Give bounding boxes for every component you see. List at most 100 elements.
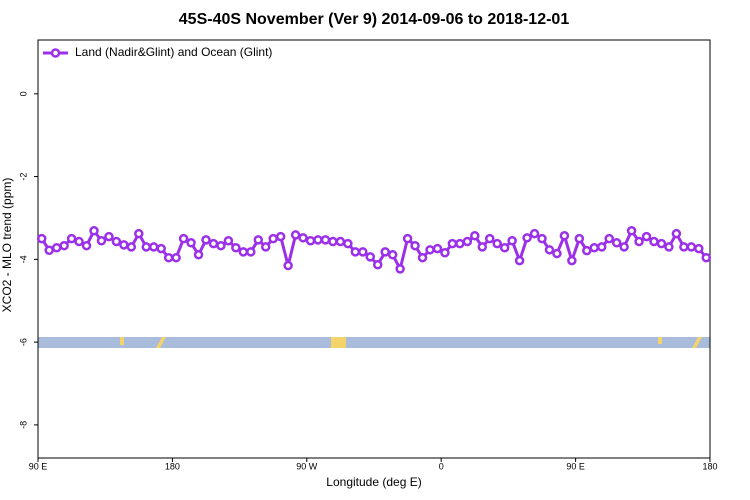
point <box>380 247 390 257</box>
point <box>477 242 488 252</box>
point <box>589 243 600 253</box>
land-ocean-strip <box>38 337 710 348</box>
point <box>694 243 704 254</box>
point <box>253 235 264 245</box>
point <box>231 243 241 253</box>
point <box>596 242 607 252</box>
point <box>641 231 652 242</box>
x-tick-label: 90 E <box>566 461 585 471</box>
point <box>178 233 189 244</box>
point <box>671 228 682 239</box>
x-tick-label: 180 <box>165 461 180 471</box>
point <box>313 235 323 245</box>
point <box>529 228 540 239</box>
point <box>455 238 465 249</box>
point <box>96 235 107 246</box>
point <box>320 235 331 245</box>
point <box>417 252 428 263</box>
point <box>156 243 166 254</box>
point <box>372 259 383 270</box>
point <box>193 250 204 260</box>
point <box>514 255 525 266</box>
point <box>298 233 308 243</box>
point <box>552 248 562 259</box>
x-tick-label: 0 <box>439 461 444 471</box>
point <box>104 231 114 242</box>
point <box>634 236 644 247</box>
point <box>440 247 450 258</box>
point <box>305 235 316 246</box>
point <box>36 233 47 244</box>
point <box>470 231 480 241</box>
point <box>462 236 473 247</box>
point <box>44 245 54 255</box>
point <box>402 233 413 244</box>
point <box>350 247 361 257</box>
point <box>499 243 510 253</box>
point <box>701 252 712 263</box>
point <box>522 233 532 243</box>
point <box>111 236 122 247</box>
point <box>134 228 144 239</box>
point <box>507 235 517 246</box>
point <box>365 252 376 262</box>
point <box>358 247 368 257</box>
point <box>223 235 234 246</box>
point <box>246 247 256 257</box>
point <box>432 243 443 254</box>
point <box>574 233 585 244</box>
point <box>343 238 353 249</box>
point <box>626 226 637 236</box>
point <box>119 240 129 250</box>
point <box>51 243 62 253</box>
y-tick-label: -4 <box>18 255 28 263</box>
y-tick-label: -2 <box>18 173 28 181</box>
point <box>268 233 278 244</box>
point <box>611 238 622 248</box>
point <box>275 231 286 242</box>
x-axis-label: Longitude (deg E) <box>326 475 421 489</box>
point <box>656 238 667 249</box>
x-tick-label: 90 E <box>29 461 48 471</box>
legend-marker <box>50 48 61 58</box>
point <box>335 236 346 247</box>
point <box>141 242 152 252</box>
point <box>447 238 458 249</box>
point <box>126 242 137 252</box>
point <box>537 233 547 244</box>
y-axis-label: XCO2 - MLO trend (ppm) <box>0 178 14 313</box>
point <box>290 230 301 240</box>
point <box>171 252 181 263</box>
point <box>395 264 405 274</box>
point <box>604 233 614 244</box>
point <box>163 252 174 263</box>
point <box>260 242 271 252</box>
point <box>619 242 629 252</box>
x-tick-label: 90 W <box>296 461 318 471</box>
point <box>59 240 69 251</box>
point <box>544 245 555 255</box>
point <box>679 242 689 252</box>
point <box>582 245 592 256</box>
x-tick-label: 180 <box>702 461 717 471</box>
point <box>208 238 219 249</box>
point <box>238 247 249 257</box>
point <box>186 238 196 248</box>
point <box>74 236 84 247</box>
chart-title: 45S-40S November (Ver 9) 2014-09-06 to 2… <box>179 11 570 28</box>
point <box>387 250 398 260</box>
legend-label: Land (Nadir&Glint) and Ocean (Glint) <box>75 45 272 59</box>
point <box>328 236 338 247</box>
point <box>686 242 697 252</box>
point <box>201 235 211 245</box>
point <box>89 226 99 236</box>
plot-frame <box>37 39 711 459</box>
point <box>81 240 92 251</box>
point <box>664 242 674 252</box>
point <box>492 238 502 249</box>
point <box>649 236 659 247</box>
point <box>567 255 577 266</box>
point <box>148 242 159 252</box>
point <box>216 240 226 251</box>
